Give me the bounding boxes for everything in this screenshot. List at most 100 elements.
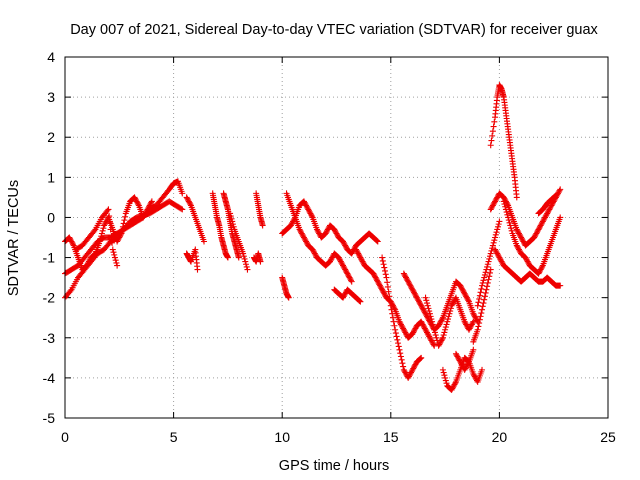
data-point	[302, 201, 309, 208]
data-point	[380, 289, 387, 296]
data-point	[108, 233, 115, 240]
data-point	[557, 186, 564, 193]
series-arc-m	[279, 198, 381, 257]
data-point	[477, 289, 484, 296]
data-point	[429, 321, 436, 328]
data-point	[344, 270, 351, 277]
data-point	[493, 195, 500, 202]
series-arc-o	[331, 286, 364, 305]
data-point	[340, 239, 347, 246]
x-tick-label: 20	[492, 429, 508, 445]
data-point	[341, 265, 348, 272]
data-point	[514, 243, 521, 250]
series-arc-k	[250, 250, 264, 265]
data-point	[455, 354, 462, 361]
data-point	[379, 254, 386, 261]
data-point	[462, 365, 469, 372]
data-point	[471, 372, 478, 379]
data-point	[464, 296, 471, 303]
data-point	[534, 227, 541, 234]
data-point	[520, 238, 527, 245]
data-point	[305, 207, 312, 214]
data-point	[465, 297, 472, 304]
data-point	[458, 360, 465, 367]
data-point	[373, 237, 380, 244]
data-point	[342, 290, 349, 297]
data-point	[143, 209, 150, 216]
data-point	[259, 222, 266, 229]
data-point	[440, 332, 447, 339]
data-point	[424, 300, 430, 307]
data-point	[298, 229, 305, 236]
data-point	[515, 229, 522, 236]
data-point	[505, 214, 512, 221]
data-point	[243, 261, 249, 268]
series-arc-h	[220, 190, 242, 261]
data-point	[425, 305, 432, 312]
data-point	[403, 330, 410, 337]
data-point	[111, 251, 118, 258]
data-point	[483, 266, 490, 273]
data-point	[348, 278, 355, 285]
data-point	[485, 258, 492, 265]
series-arc-s	[422, 294, 477, 349]
data-point	[424, 329, 430, 336]
data-point	[492, 198, 499, 205]
data-point	[244, 266, 251, 273]
series-arc-x	[487, 82, 520, 201]
data-point	[241, 255, 248, 262]
data-point	[348, 250, 355, 257]
data-point	[489, 202, 496, 209]
data-point	[416, 356, 423, 363]
data-point	[356, 298, 363, 305]
series-arc-e	[183, 194, 208, 245]
data-point	[493, 229, 500, 236]
data-point	[132, 195, 139, 202]
data-point	[109, 246, 116, 253]
data-point	[444, 318, 451, 325]
data-point	[185, 197, 192, 204]
data-point	[445, 313, 452, 320]
data-point	[114, 237, 121, 244]
data-point	[503, 209, 510, 216]
data-point	[119, 227, 126, 234]
data-point	[179, 206, 186, 213]
data-point	[480, 277, 487, 284]
x-tick-label: 15	[383, 429, 399, 445]
data-point	[389, 301, 396, 308]
data-point	[355, 297, 362, 304]
data-point	[467, 324, 474, 331]
data-point	[497, 255, 504, 262]
data-point	[141, 211, 148, 218]
data-point	[113, 259, 120, 266]
data-point	[140, 214, 147, 221]
data-point	[383, 274, 390, 281]
data-point	[134, 199, 141, 206]
data-point	[495, 253, 502, 260]
data-point	[316, 230, 323, 237]
data-point	[98, 230, 105, 237]
data-point	[474, 302, 481, 309]
y-tick-label: -4	[43, 370, 56, 386]
data-point	[431, 326, 438, 333]
data-point	[303, 202, 310, 209]
data-point	[494, 250, 501, 257]
data-point	[131, 194, 138, 201]
data-point	[353, 247, 360, 254]
data-point	[299, 231, 306, 238]
data-point	[349, 249, 356, 256]
data-point	[398, 322, 405, 329]
data-point	[228, 215, 235, 222]
data-point	[492, 246, 499, 253]
data-point	[448, 386, 455, 393]
data-point	[310, 247, 317, 254]
data-point	[66, 234, 73, 241]
data-point	[333, 230, 340, 237]
data-point	[484, 283, 491, 290]
data-point	[224, 254, 231, 261]
series-arc-i	[227, 210, 251, 273]
series-arc-y	[487, 186, 564, 249]
y-axis-label: SDTVAR / TECUs	[6, 180, 22, 296]
data-point	[288, 221, 295, 228]
